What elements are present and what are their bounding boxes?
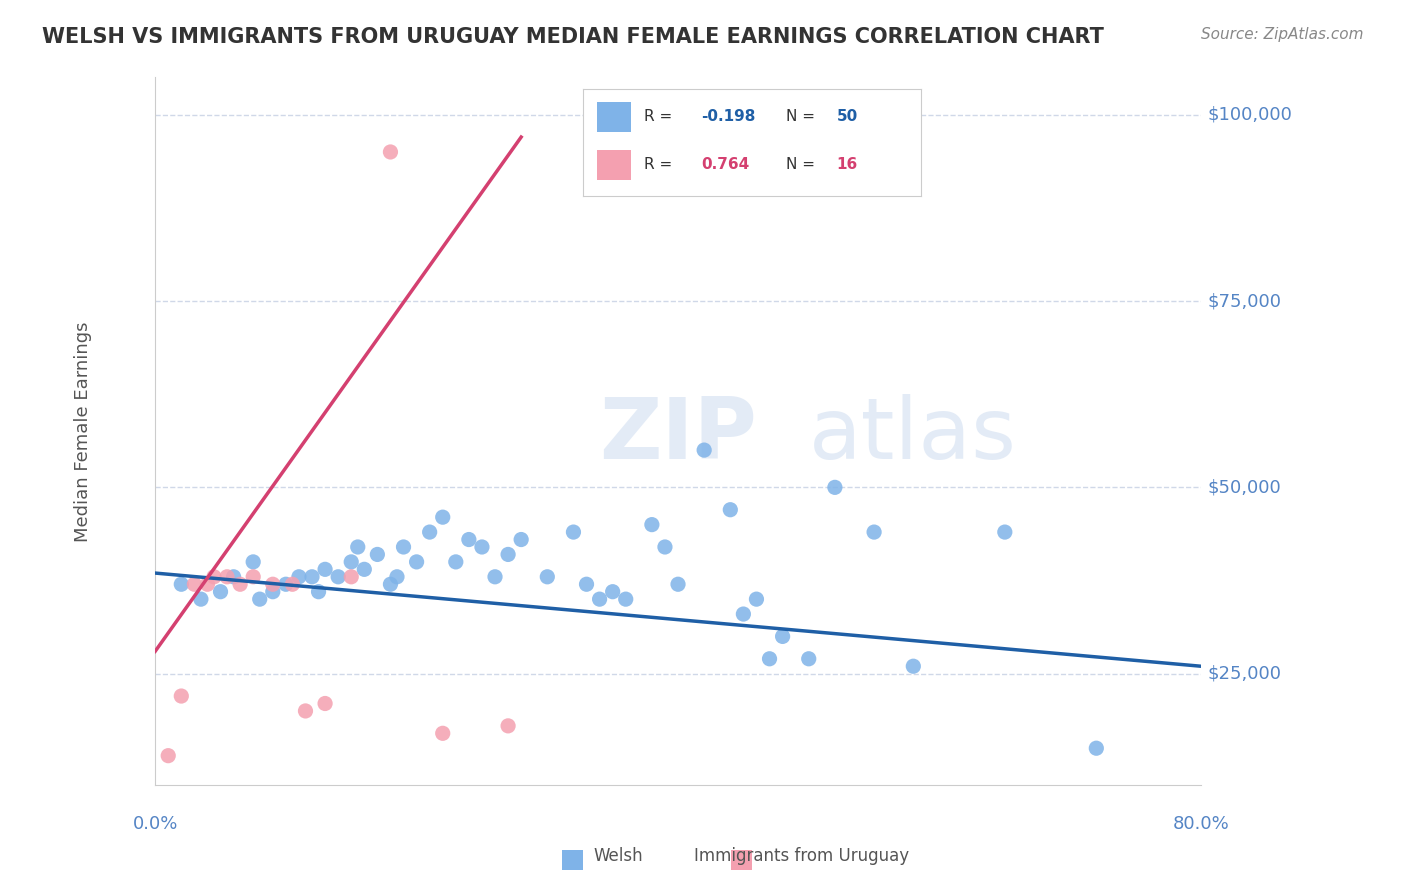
Point	[745, 592, 768, 607]
Point	[471, 540, 494, 554]
Point	[308, 584, 330, 599]
Point	[718, 502, 741, 516]
Point	[274, 577, 297, 591]
Point	[385, 570, 408, 584]
Point	[249, 592, 271, 607]
Point	[262, 577, 284, 591]
Text: R =: R =	[644, 157, 678, 172]
Point	[392, 540, 415, 554]
Text: Welsh: Welsh	[593, 847, 644, 865]
Point	[380, 577, 402, 591]
Point	[457, 533, 479, 547]
Point	[340, 570, 363, 584]
Point	[380, 145, 402, 159]
Text: N =: N =	[786, 109, 820, 124]
Point	[614, 592, 637, 607]
Point	[432, 510, 454, 524]
Point	[903, 659, 925, 673]
Point	[366, 548, 388, 562]
Point	[994, 524, 1017, 539]
Text: $50,000: $50,000	[1208, 478, 1281, 496]
Point	[666, 577, 689, 591]
Point	[183, 577, 205, 591]
Point	[797, 652, 820, 666]
Point	[170, 689, 193, 703]
Point	[693, 443, 716, 458]
Text: 0.764: 0.764	[702, 157, 749, 172]
Point	[654, 540, 676, 554]
Text: Median Female Earnings: Median Female Earnings	[75, 321, 93, 541]
Point	[432, 726, 454, 740]
Text: 0.0%: 0.0%	[132, 815, 177, 833]
Point	[588, 592, 610, 607]
Text: 16: 16	[837, 157, 858, 172]
Text: $100,000: $100,000	[1208, 106, 1292, 124]
Point	[575, 577, 598, 591]
Point	[229, 577, 252, 591]
Point	[772, 629, 794, 643]
Text: N =: N =	[786, 157, 820, 172]
FancyBboxPatch shape	[598, 150, 631, 180]
Text: 80.0%: 80.0%	[1173, 815, 1229, 833]
Text: WELSH VS IMMIGRANTS FROM URUGUAY MEDIAN FEMALE EARNINGS CORRELATION CHART: WELSH VS IMMIGRANTS FROM URUGUAY MEDIAN …	[42, 27, 1104, 46]
Point	[641, 517, 664, 532]
Point	[863, 524, 886, 539]
Point	[340, 555, 363, 569]
Point	[209, 584, 232, 599]
Point	[301, 570, 323, 584]
Point	[510, 533, 533, 547]
Point	[536, 570, 558, 584]
Point	[496, 719, 519, 733]
Point	[602, 584, 624, 599]
Text: $75,000: $75,000	[1208, 292, 1281, 310]
Point	[758, 652, 780, 666]
Point	[314, 562, 336, 576]
Point	[353, 562, 375, 576]
Point	[444, 555, 467, 569]
Point	[562, 524, 585, 539]
Point	[215, 570, 238, 584]
Point	[346, 540, 368, 554]
Text: Immigrants from Uruguay: Immigrants from Uruguay	[693, 847, 910, 865]
Point	[288, 570, 311, 584]
Point	[197, 577, 219, 591]
FancyBboxPatch shape	[598, 102, 631, 132]
Point	[202, 570, 225, 584]
Text: R =: R =	[644, 109, 678, 124]
Point	[294, 704, 316, 718]
Point	[314, 697, 336, 711]
Point	[496, 548, 519, 562]
Text: ZIP: ZIP	[599, 393, 756, 476]
Point	[328, 570, 350, 584]
Point	[733, 607, 755, 621]
Text: 50: 50	[837, 109, 858, 124]
Point	[281, 577, 304, 591]
Point	[1085, 741, 1108, 756]
Point	[170, 577, 193, 591]
Text: -0.198: -0.198	[702, 109, 756, 124]
Point	[242, 555, 264, 569]
Point	[222, 570, 245, 584]
Point	[824, 480, 846, 494]
Text: atlas: atlas	[810, 393, 1018, 476]
Point	[484, 570, 506, 584]
Point	[262, 584, 284, 599]
Text: $25,000: $25,000	[1208, 665, 1281, 682]
Point	[242, 570, 264, 584]
Point	[190, 592, 212, 607]
Point	[157, 748, 180, 763]
Point	[419, 524, 441, 539]
Text: Source: ZipAtlas.com: Source: ZipAtlas.com	[1201, 27, 1364, 42]
Point	[405, 555, 427, 569]
